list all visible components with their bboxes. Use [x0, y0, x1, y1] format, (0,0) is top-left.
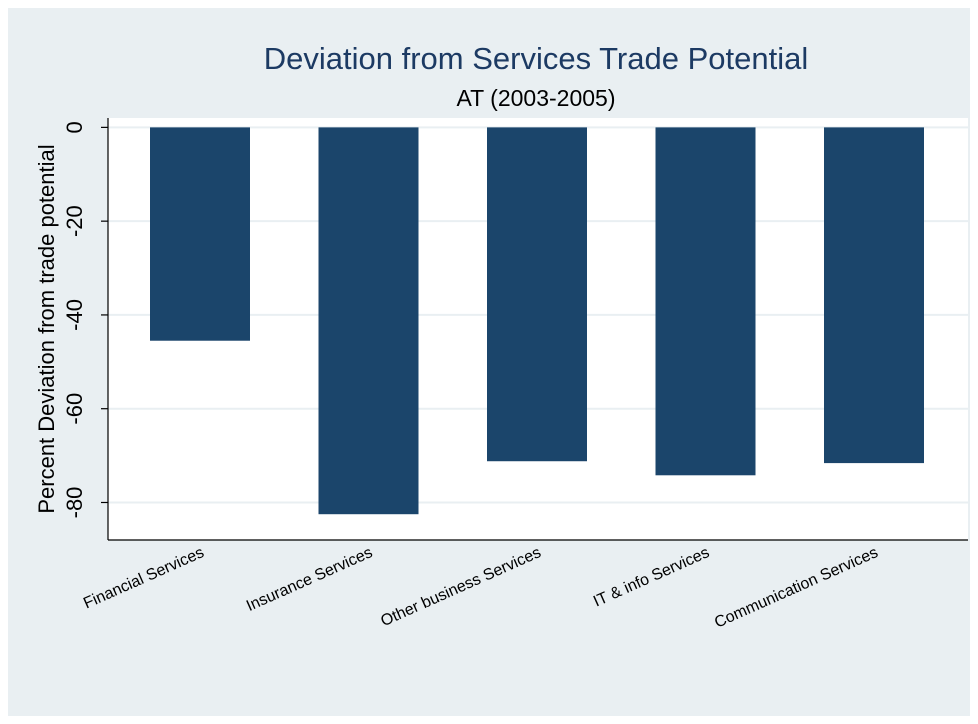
- x-category-label: Insurance Services: [244, 544, 375, 615]
- x-axis-categories: Financial Services Insurance Services Othe…: [81, 544, 881, 632]
- chart-title: Deviation from Services Trade Potential: [264, 41, 808, 76]
- y-axis-label: Percent Deviation from trade potential: [34, 144, 59, 513]
- bars: [150, 127, 924, 515]
- y-tick-label: 0: [62, 121, 87, 133]
- bar: [318, 127, 419, 515]
- y-axis-ticks: 0 -20 -40 -60 -80: [62, 121, 108, 518]
- y-tick-label: -40: [62, 299, 87, 331]
- y-tick-label: -60: [62, 393, 87, 425]
- x-category-label: Communication Services: [712, 544, 881, 632]
- x-category-label: Financial Services: [81, 544, 207, 612]
- y-tick-label: -80: [62, 487, 87, 519]
- bar: [487, 127, 587, 462]
- bar: [824, 127, 924, 464]
- bar: [655, 127, 756, 476]
- y-tick-label: -20: [62, 205, 87, 237]
- x-category-label: IT & info Services: [591, 544, 712, 610]
- x-category-label: Other business Services: [378, 544, 543, 630]
- chart-subtitle: AT (2003-2005): [457, 85, 616, 111]
- bar: [150, 127, 250, 341]
